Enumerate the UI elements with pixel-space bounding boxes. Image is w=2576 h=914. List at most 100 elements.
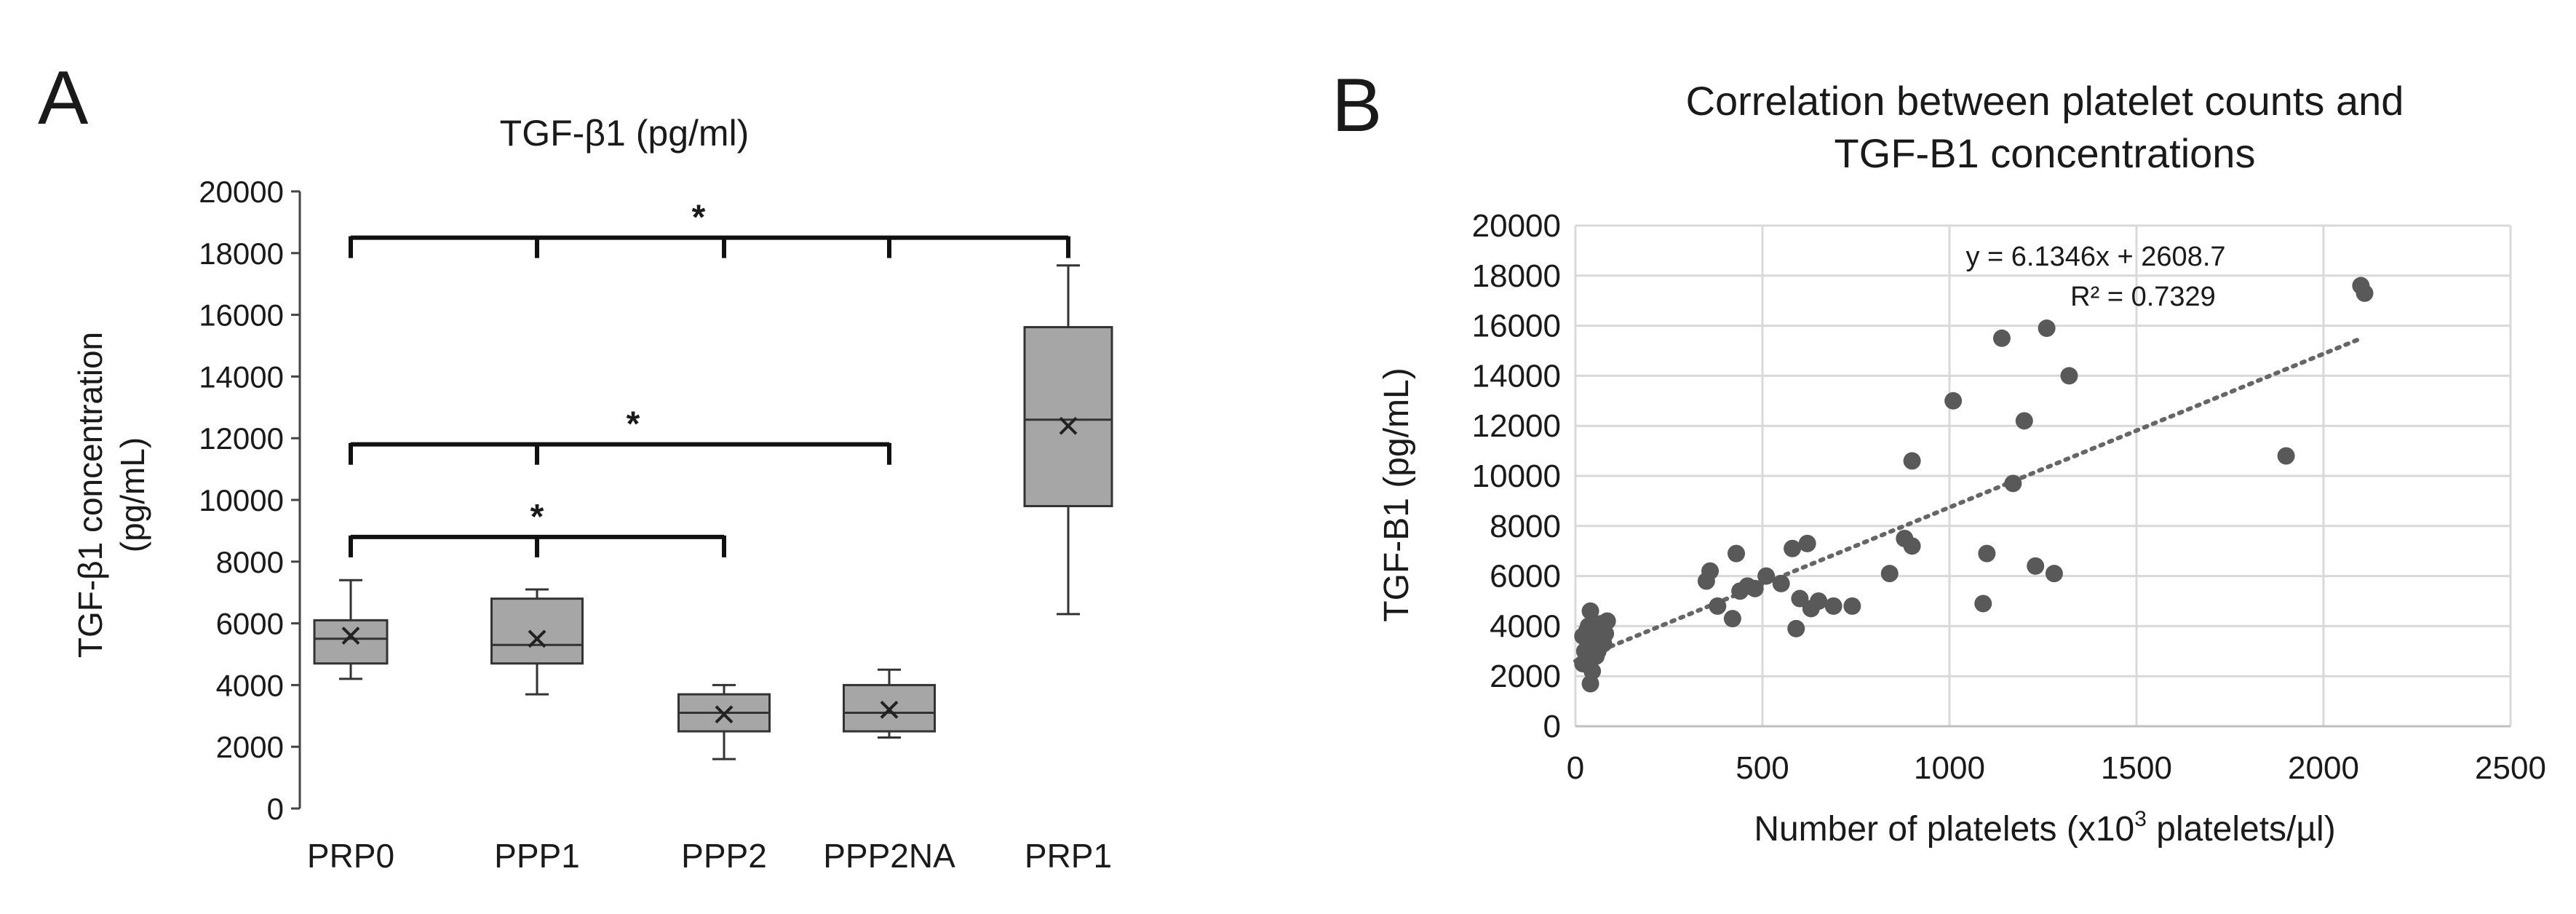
panel-b-data-point xyxy=(2356,284,2374,302)
panel-b-data-point xyxy=(1944,392,1963,410)
panel-b-xlabel: Number of platelets (x103 platelets/µl) xyxy=(1754,807,2335,849)
panel-a-letter: A xyxy=(38,56,89,140)
panel-a-category-label: PRP1 xyxy=(1025,837,1112,875)
panel-a-category-labels: PRP0 PPP1 PPP2 PPP2NA PRP1 xyxy=(307,837,1112,875)
panel-b-trendline xyxy=(1573,336,2364,664)
panel-a-mean-marker xyxy=(341,627,360,645)
panel-a-mean-marker xyxy=(880,700,899,719)
panel-b-ytick-label: 2000 xyxy=(1490,659,1561,694)
panel-a-mean-marker xyxy=(1059,416,1078,435)
panel-b-data-point xyxy=(1824,597,1842,615)
panel-b-ytick-label: 16000 xyxy=(1472,309,1561,344)
panel-a-box-ppp2 xyxy=(677,683,771,760)
panel-b-data-point xyxy=(2027,557,2045,575)
panel-b-data-point xyxy=(1843,597,1861,615)
panel-b-ytick-label: 12000 xyxy=(1472,408,1561,444)
panel-a-category-label: PPP2NA xyxy=(823,837,955,875)
panel-b-data-point xyxy=(1903,452,1921,470)
panel-b-data-point xyxy=(1772,574,1790,592)
panel-a-significance-star: * xyxy=(627,405,640,444)
panel-a-ytick-label: 12000 xyxy=(199,421,284,456)
panel-b-xtick-label: 2500 xyxy=(2475,750,2546,786)
panel-b-title-line2: TGF-B1 concentrations xyxy=(1834,130,2256,176)
panel-b-title-line1: Correlation between platelet counts and xyxy=(1686,78,2404,124)
panel-a-box-iqr xyxy=(1023,326,1113,507)
panel-b-xtick-label: 2000 xyxy=(2288,750,2359,786)
panel-a-ytick-label: 10000 xyxy=(199,483,284,517)
panel-b-data-point xyxy=(1974,595,1992,613)
panel-b-xlabel-sup: 3 xyxy=(2134,807,2147,831)
panel-a-box-prp0 xyxy=(313,579,389,680)
panel-a-mean-marker xyxy=(528,629,546,648)
panel-b-xtick-label: 1500 xyxy=(2101,750,2172,786)
panel-b-y-ticks: 0 2000 4000 6000 8000 10000 12000 14000 16000 180… xyxy=(1472,208,1561,744)
panel-b-xtick-label: 500 xyxy=(1736,750,1789,786)
panel-a: A TGF-β1 (pg/ml) TGF-β1 concentration (p… xyxy=(38,56,1113,875)
panel-b-data-point xyxy=(2060,367,2078,385)
panel-b-data-point xyxy=(2277,447,2295,465)
panel-a-ytick-label: 20000 xyxy=(199,175,284,209)
panel-b-xlabel-pre: Number of platelets (x10 xyxy=(1754,810,2134,849)
panel-b-ytick-label: 10000 xyxy=(1472,458,1561,494)
panel-a-significance-star: * xyxy=(530,498,544,536)
panel-b-data-point xyxy=(2004,474,2022,493)
panel-a-y-axis-title: TGF-β1 concentration (pg/mL) xyxy=(71,332,151,658)
panel-b-data-point xyxy=(1709,597,1727,615)
panel-a-category-label: PRP0 xyxy=(307,837,394,875)
panel-b-x-ticks: 0 500 1000 1500 2000 2500 xyxy=(1567,750,2546,786)
panel-a-box-ppp2na xyxy=(843,668,936,739)
panel-b-data-point xyxy=(1798,534,1816,552)
panel-a-box-ppp1 xyxy=(490,588,584,696)
panel-b-data-point xyxy=(1581,602,1599,620)
panel-a-title: TGF-β1 (pg/ml) xyxy=(500,113,750,154)
panel-a-category-label: PPP1 xyxy=(494,837,580,875)
panel-b-xtick-label: 0 xyxy=(1567,750,1584,786)
panel-b-data-point xyxy=(2015,412,2033,430)
panel-a-ytick-label: 4000 xyxy=(216,668,284,702)
panel-a-ytick-label: 16000 xyxy=(199,298,284,333)
panel-b-ytick-label: 8000 xyxy=(1490,509,1561,544)
panel-b-ytick-label: 14000 xyxy=(1472,358,1561,394)
panel-a-ytick-label: 8000 xyxy=(216,545,284,579)
panel-a-box-prp1 xyxy=(1023,264,1113,616)
panel-b-data-point xyxy=(1583,662,1602,680)
panel-b-data-point xyxy=(1594,635,1613,653)
panel-b: B Correlation between platelet counts an… xyxy=(1332,63,2546,849)
panel-b-data-point xyxy=(1723,610,1741,628)
panel-b-data-point xyxy=(1992,329,2011,347)
panel-b-data-point xyxy=(1810,592,1828,610)
panel-a-boxes xyxy=(313,264,1113,760)
panel-b-data-point xyxy=(1574,627,1592,645)
panel-b-points xyxy=(1574,277,2374,693)
panel-b-data-point xyxy=(1784,539,1802,557)
panel-b-data-point xyxy=(1757,567,1776,585)
panel-a-box-iqr xyxy=(313,619,389,665)
panel-a-box-iqr xyxy=(490,597,584,665)
panel-a-ytick-label: 2000 xyxy=(216,730,284,764)
panel-a-ylabel-line2: (pg/mL) xyxy=(114,437,151,552)
panel-b-data-point xyxy=(1598,612,1616,630)
panel-b-xlabel-post: platelets/µl) xyxy=(2147,810,2336,849)
panel-b-ylabel: TGF-B1 (pg/mL) xyxy=(1378,367,1416,621)
panel-a-category-label: PPP2 xyxy=(681,837,767,875)
panel-b-equation: y = 6.1346x + 2608.7 xyxy=(1965,242,2225,272)
panel-a-ytick-label: 14000 xyxy=(199,359,284,394)
panel-b-data-point xyxy=(1728,544,1746,563)
panel-b-data-point xyxy=(1903,537,1921,555)
panel-b-ytick-label: 6000 xyxy=(1490,559,1561,595)
panel-b-r2: R² = 0.7329 xyxy=(2070,282,2216,312)
panel-a-y-ticks: 0 2000 4000 6000 8000 10000 12000 14000 16000 180… xyxy=(199,175,300,826)
panel-b-data-point xyxy=(1880,565,1899,583)
panel-b-letter: B xyxy=(1332,63,1382,148)
panel-b-ytick-label: 20000 xyxy=(1472,208,1561,244)
panel-b-ytick-label: 4000 xyxy=(1490,608,1561,644)
panel-b-data-point xyxy=(2045,565,2063,583)
panel-b-data-point xyxy=(2038,319,2056,338)
panel-a-ylabel-line1: TGF-β1 concentration xyxy=(71,332,109,658)
panel-b-gridlines xyxy=(1574,224,2512,728)
panel-b-data-point xyxy=(1978,544,1996,563)
panel-a-significance-brackets: * * * xyxy=(349,199,1070,557)
panel-b-data-point xyxy=(1701,562,1720,580)
panel-a-mean-marker xyxy=(715,705,734,724)
